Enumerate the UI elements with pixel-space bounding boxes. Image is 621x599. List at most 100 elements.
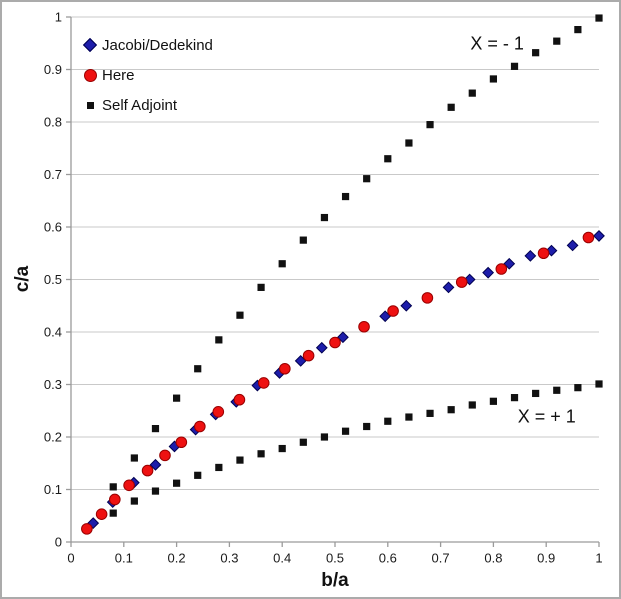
- data-point-self-adjoint: [574, 26, 582, 34]
- data-point-self-adjoint: [489, 397, 497, 405]
- legend: Jacobi/Dedekind Here Self Adjoint: [82, 30, 213, 120]
- y-tick-label: 0.1: [44, 482, 62, 497]
- data-point-self-adjoint: [320, 433, 329, 441]
- x-tick-label: 0.1: [115, 551, 133, 566]
- data-point-jacobi-dedekind: [442, 281, 455, 294]
- data-point-jacobi-dedekind: [482, 266, 495, 279]
- data-point-self-adjoint: [173, 394, 181, 402]
- data-point-self-adjoint: [194, 365, 202, 373]
- y-tick-label: 0.2: [44, 430, 62, 445]
- data-point-self-adjoint: [151, 487, 160, 495]
- y-tick-label: 0.7: [44, 167, 62, 182]
- legend-item-jacobi-dedekind: Jacobi/Dedekind: [82, 30, 213, 60]
- y-tick-label: 0.6: [44, 220, 62, 235]
- data-point-self-adjoint: [194, 471, 202, 479]
- x-tick-label: 0.7: [432, 551, 450, 566]
- data-point-self-adjoint: [447, 406, 455, 414]
- data-point-jacobi-dedekind: [503, 257, 516, 270]
- data-point-self-adjoint: [130, 497, 138, 505]
- legend-label-self-adjoint: Self Adjoint: [102, 96, 178, 114]
- data-point-here: [387, 305, 399, 317]
- x-tick-label: 0.4: [273, 551, 291, 566]
- data-point-jacobi-dedekind: [337, 331, 349, 344]
- data-point-here: [329, 336, 341, 349]
- data-point-self-adjoint: [109, 483, 117, 491]
- data-point-self-adjoint: [532, 389, 540, 398]
- data-point-here: [257, 377, 270, 389]
- data-point-here: [455, 276, 468, 288]
- data-point-self-adjoint: [278, 260, 286, 268]
- data-point-here: [123, 479, 135, 492]
- data-point-self-adjoint: [299, 236, 307, 244]
- y-tick-label: 0.5: [44, 272, 62, 287]
- data-point-self-adjoint: [447, 103, 455, 111]
- data-point-here: [233, 393, 246, 406]
- data-point-self-adjoint: [278, 444, 286, 453]
- legend-label-here: Here: [102, 66, 135, 84]
- data-point-here: [302, 349, 315, 362]
- x-tick-label: 0.9: [537, 551, 555, 566]
- data-point-self-adjoint: [363, 175, 371, 183]
- x-axis-title: b/a: [321, 570, 349, 591]
- legend-marker-cell: [82, 101, 98, 109]
- diamond-marker-icon: [82, 37, 98, 53]
- data-point-self-adjoint: [109, 509, 117, 517]
- data-point-here: [358, 320, 370, 333]
- annotation-x-minus-1: X = - 1: [470, 33, 524, 54]
- data-point-here: [109, 493, 121, 506]
- x-tick-label: 1: [595, 551, 602, 566]
- legend-item-self-adjoint: Self Adjoint: [82, 90, 213, 120]
- legend-label-jacobi-dedekind: Jacobi/Dedekind: [102, 36, 213, 54]
- data-point-self-adjoint: [489, 75, 497, 83]
- data-point-here: [537, 247, 550, 260]
- data-point-self-adjoint: [468, 401, 476, 409]
- data-point-self-adjoint: [151, 425, 160, 433]
- data-point-self-adjoint: [405, 139, 413, 147]
- data-point-self-adjoint: [299, 438, 307, 446]
- data-point-here: [194, 420, 206, 433]
- x-tick-label: 0.6: [379, 551, 397, 566]
- data-point-self-adjoint: [384, 155, 392, 163]
- y-tick-label: 0: [55, 535, 62, 550]
- data-point-self-adjoint: [215, 463, 223, 472]
- data-point-jacobi-dedekind: [400, 299, 413, 312]
- data-point-self-adjoint: [405, 413, 413, 421]
- square-marker-icon: [86, 101, 94, 109]
- data-point-self-adjoint: [553, 37, 561, 45]
- data-point-jacobi-dedekind: [87, 517, 100, 530]
- data-point-here: [141, 464, 154, 477]
- data-point-jacobi-dedekind: [593, 230, 605, 242]
- data-point-jacobi-dedekind: [524, 249, 537, 262]
- data-point-jacobi-dedekind: [315, 341, 328, 354]
- y-tick-label: 0.4: [44, 325, 62, 340]
- data-point-self-adjoint: [574, 384, 582, 392]
- data-point-here: [95, 508, 108, 520]
- y-tick-label: 0.3: [44, 377, 62, 392]
- data-point-self-adjoint: [426, 409, 434, 417]
- data-point-here: [279, 362, 291, 375]
- data-point-self-adjoint: [173, 479, 181, 487]
- data-point-jacobi-dedekind: [545, 244, 558, 257]
- data-point-self-adjoint: [320, 213, 329, 222]
- data-point-self-adjoint: [595, 14, 603, 22]
- data-point-here: [175, 436, 188, 449]
- y-tick-label: 1: [55, 10, 62, 25]
- data-point-jacobi-dedekind: [566, 239, 579, 252]
- data-point-here: [421, 292, 434, 304]
- data-point-self-adjoint: [236, 311, 244, 319]
- data-point-self-adjoint: [510, 62, 519, 70]
- x-tick-label: 0.2: [168, 551, 186, 566]
- data-point-self-adjoint: [257, 283, 265, 291]
- data-point-self-adjoint: [426, 121, 434, 129]
- circle-marker-icon: [83, 68, 97, 82]
- y-tick-label: 0.8: [44, 115, 62, 130]
- data-point-self-adjoint: [510, 394, 519, 402]
- legend-marker-cell: [82, 68, 98, 82]
- data-point-here: [159, 449, 171, 462]
- data-point-here: [81, 523, 93, 535]
- y-axis-title: c/a: [12, 265, 33, 293]
- x-tick-label: 0.5: [326, 551, 344, 566]
- x-tick-label: 0: [67, 551, 74, 566]
- data-point-self-adjoint: [363, 422, 371, 431]
